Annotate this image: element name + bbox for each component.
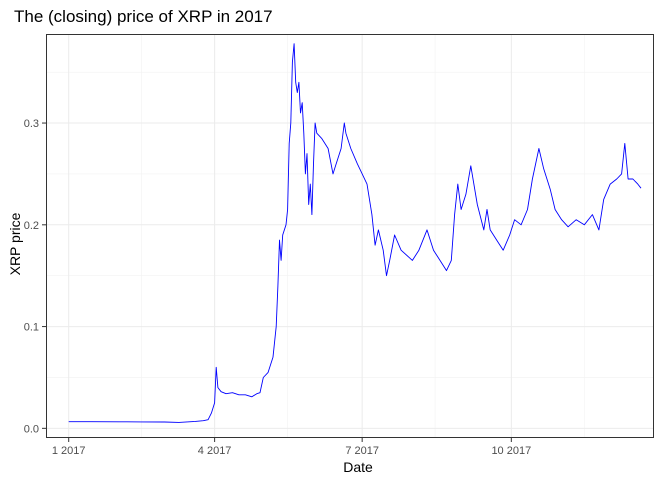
x-axis-title: Date bbox=[343, 459, 373, 475]
chart-title: The (closing) price of XRP in 2017 bbox=[14, 7, 273, 26]
plot-panel bbox=[46, 34, 654, 438]
y-axis: 0.0 0.1 0.2 0.3 bbox=[24, 118, 46, 435]
x-tick-label: 1 2017 bbox=[52, 445, 86, 457]
x-tick-label: 10 2017 bbox=[491, 445, 531, 457]
y-axis-title: XRP price bbox=[7, 212, 23, 275]
plot-border bbox=[46, 34, 654, 438]
y-tick-label: 0.1 bbox=[24, 322, 39, 334]
x-tick-label: 4 2017 bbox=[198, 445, 232, 457]
x-tick-label: 7 2017 bbox=[345, 445, 379, 457]
grid-lines bbox=[46, 34, 654, 438]
y-tick-label: 0.2 bbox=[24, 220, 39, 232]
y-tick-label: 0.0 bbox=[24, 423, 39, 435]
series-line-xrp bbox=[68, 43, 642, 423]
x-axis: 1 2017 4 2017 7 2017 10 2017 bbox=[52, 438, 531, 457]
y-tick-label: 0.3 bbox=[24, 118, 39, 130]
